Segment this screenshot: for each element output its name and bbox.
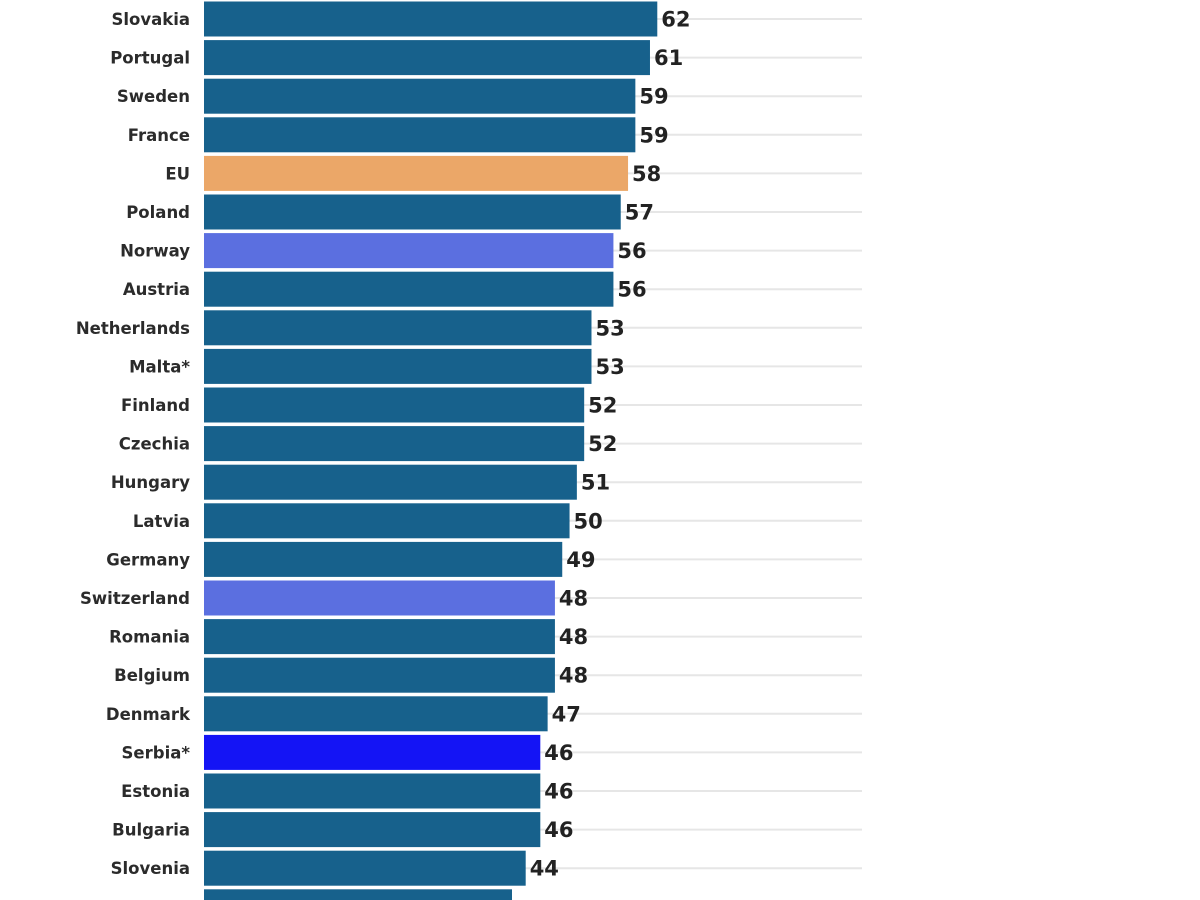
value-label: 51 (581, 471, 610, 495)
value-label: 61 (654, 46, 683, 70)
bar-serbia (204, 734, 541, 770)
bar-hungary (204, 464, 577, 500)
category-label: Slovenia (111, 859, 190, 878)
category-label: Serbia* (122, 743, 191, 762)
bar-romania (204, 619, 555, 655)
category-label: Estonia (121, 782, 190, 801)
value-label: 56 (617, 278, 646, 302)
value-label: 52 (588, 432, 617, 456)
value-label: 46 (544, 818, 573, 842)
value-label: 52 (588, 394, 617, 418)
labels: Slovakia 62 Portugal 61 Sweden 59 France 59 EU 58… (76, 8, 691, 881)
category-label: Slovakia (111, 10, 190, 29)
bar-france (204, 117, 636, 153)
category-label: Switzerland (80, 589, 190, 608)
value-label: 48 (559, 625, 588, 649)
value-label: 59 (639, 123, 668, 147)
value-label: 44 (530, 857, 559, 881)
bars (204, 1, 658, 900)
bar-sweden (204, 78, 636, 114)
bar-portugal (204, 40, 650, 76)
bar-switzerland (204, 580, 555, 616)
category-label: Austria (123, 280, 190, 299)
value-label: 56 (617, 239, 646, 263)
value-label: 46 (544, 780, 573, 804)
bar-partial-bottom (204, 889, 512, 900)
bar-germany (204, 541, 563, 577)
value-label: 53 (595, 316, 624, 340)
bar-eu (204, 155, 629, 191)
value-label: 62 (661, 8, 690, 32)
category-label: Poland (126, 203, 190, 222)
bar-austria (204, 271, 614, 307)
bar-czechia (204, 426, 585, 462)
category-label: Portugal (110, 49, 190, 68)
bar-finland (204, 387, 585, 423)
category-label: Malta* (129, 357, 190, 376)
category-label: Denmark (106, 705, 191, 724)
bar-norway (204, 233, 614, 269)
category-label: Norway (120, 242, 190, 261)
bar-denmark (204, 696, 548, 732)
value-label: 58 (632, 162, 661, 186)
category-label: France (128, 126, 190, 145)
category-label: Finland (121, 396, 190, 415)
bar-estonia (204, 773, 541, 809)
bar-malta (204, 348, 592, 384)
bar-poland (204, 194, 621, 230)
value-label: 48 (559, 587, 588, 611)
value-label: 50 (574, 509, 603, 533)
value-label: 46 (544, 741, 573, 765)
category-label: Hungary (111, 473, 190, 492)
bar-slovenia (204, 850, 526, 886)
bar-latvia (204, 503, 570, 539)
value-label: 48 (559, 664, 588, 688)
value-label: 59 (639, 85, 668, 109)
category-label: Belgium (114, 666, 190, 685)
value-label: 47 (552, 702, 581, 726)
category-label: Sweden (117, 87, 190, 106)
category-label: EU (165, 164, 190, 183)
category-label: Germany (106, 550, 190, 569)
bar-netherlands (204, 310, 592, 346)
bar-slovakia (204, 1, 658, 37)
category-label: Bulgaria (112, 821, 190, 840)
category-label: Czechia (119, 435, 190, 454)
bar-bulgaria (204, 812, 541, 848)
value-label: 57 (625, 201, 654, 225)
category-label: Netherlands (76, 319, 190, 338)
value-label: 53 (595, 355, 624, 379)
category-label: Romania (109, 628, 190, 647)
bar-belgium (204, 657, 555, 693)
category-label: Latvia (133, 512, 190, 531)
value-label: 49 (566, 548, 595, 572)
